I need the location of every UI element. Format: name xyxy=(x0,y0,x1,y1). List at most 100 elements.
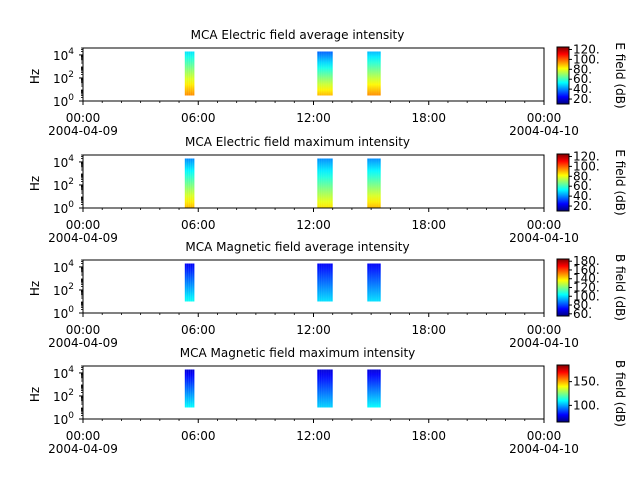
x-tick-date: 2004-04-09 xyxy=(48,336,118,350)
x-tick-date: 2004-04-09 xyxy=(48,231,118,245)
y-tick-label: 102 xyxy=(53,282,74,298)
x-tick-date: 2004-04-09 xyxy=(48,442,118,456)
colorbar xyxy=(557,154,569,211)
x-tick-time: 12:00 xyxy=(296,323,331,337)
colorbar-tick-label: 140. xyxy=(573,272,600,286)
x-tick-time: 00:00 xyxy=(66,323,101,337)
plot-frame xyxy=(82,47,545,102)
colorbar-tick-label: 120. xyxy=(573,42,600,56)
x-tick-time: 12:00 xyxy=(296,429,331,443)
x-tick-time: 00:00 xyxy=(527,429,562,443)
plot-frame xyxy=(82,154,545,209)
plot-frame xyxy=(82,259,545,314)
x-tick-time: 06:00 xyxy=(181,323,216,337)
colorbar-tick-label: 160. xyxy=(573,263,600,277)
spectrogram-panel: MCA Magnetic field maximum intensity 100 1… xyxy=(28,346,627,456)
x-tick-date: 2004-04-10 xyxy=(509,336,579,350)
y-tick-label: 104 xyxy=(53,259,74,275)
spectrogram-segment xyxy=(367,369,381,408)
panel-title: MCA Magnetic field average intensity xyxy=(185,240,409,254)
colorbar-tick-label: 120. xyxy=(573,149,600,163)
spectrogram-segment xyxy=(367,51,381,96)
colorbar-label: E field (dB) xyxy=(613,42,627,108)
colorbar-label: E field (dB) xyxy=(613,149,627,215)
x-tick-time: 12:00 xyxy=(296,111,331,125)
x-tick-date: 2004-04-10 xyxy=(509,442,579,456)
colorbar-tick-label: 150. xyxy=(573,375,600,389)
y-tick-label: 102 xyxy=(53,177,74,193)
spectrogram-panel: MCA Magnetic field average intensity 100 1… xyxy=(28,240,627,350)
x-tick-date: 2004-04-10 xyxy=(509,124,579,138)
colorbar-tick-label: 100. xyxy=(573,52,600,66)
colorbar-tick-label: 120. xyxy=(573,281,600,295)
spectrogram-segment xyxy=(184,263,195,302)
colorbar-frame xyxy=(556,46,570,105)
y-tick-label: 104 xyxy=(53,154,74,170)
x-tick-time: 00:00 xyxy=(66,218,101,232)
panel-title: MCA Magnetic field maximum intensity xyxy=(180,346,416,360)
y-tick-label: 100 xyxy=(53,200,74,216)
y-tick-label: 100 xyxy=(53,305,74,321)
colorbar-tick-label: 20. xyxy=(573,199,592,213)
colorbar-tick-label: 100. xyxy=(573,289,600,303)
spectrogram-segment xyxy=(184,51,195,96)
x-tick-time: 18:00 xyxy=(411,323,446,337)
colorbar-label: B field (dB) xyxy=(613,360,627,427)
y-axis-label: Hz xyxy=(28,281,42,296)
colorbar-tick-label: 100. xyxy=(573,159,600,173)
panel-title: MCA Electric field average intensity xyxy=(191,28,405,42)
spectrogram-panel: MCA Electric field average intensity 100 1… xyxy=(28,28,627,138)
y-tick-label: 100 xyxy=(53,411,74,427)
colorbar-tick-label: 180. xyxy=(573,254,600,268)
spectrogram-segment xyxy=(317,158,333,208)
colorbar xyxy=(557,47,569,104)
y-tick-label: 102 xyxy=(53,70,74,86)
x-tick-time: 06:00 xyxy=(181,429,216,443)
colorbar-tick-label: 80. xyxy=(573,62,592,76)
y-tick-label: 102 xyxy=(53,388,74,404)
plot-frame xyxy=(82,365,545,420)
colorbar-tick-label: 20. xyxy=(573,92,592,106)
colorbar-tick-label: 60. xyxy=(573,307,592,321)
x-tick-date: 2004-04-10 xyxy=(509,231,579,245)
spectrogram-segment xyxy=(184,369,195,408)
y-axis-label: Hz xyxy=(28,69,42,84)
x-tick-time: 00:00 xyxy=(66,429,101,443)
colorbar-tick-label: 80. xyxy=(573,298,592,312)
spectrogram-segment xyxy=(317,51,333,96)
x-tick-time: 00:00 xyxy=(527,323,562,337)
colorbar-frame xyxy=(556,364,570,423)
colorbar-label: B field (dB) xyxy=(613,254,627,321)
colorbar-tick-label: 100. xyxy=(573,398,600,412)
x-tick-time: 18:00 xyxy=(411,429,446,443)
colorbar-tick-label: 40. xyxy=(573,189,592,203)
spectrogram-segment xyxy=(367,263,381,302)
panel-title: MCA Electric field maximum intensity xyxy=(185,135,410,149)
spectrogram-panel: MCA Electric field maximum intensity 100 1… xyxy=(28,135,627,245)
x-tick-time: 00:00 xyxy=(527,218,562,232)
spectrogram-segment xyxy=(317,263,333,302)
colorbar-tick-label: 40. xyxy=(573,82,592,96)
colorbar-tick-label: 80. xyxy=(573,169,592,183)
spectrogram-segment xyxy=(184,158,195,208)
y-axis-label: Hz xyxy=(28,387,42,402)
y-tick-label: 104 xyxy=(53,365,74,381)
colorbar xyxy=(557,259,569,316)
y-tick-label: 100 xyxy=(53,93,74,109)
x-tick-time: 06:00 xyxy=(181,218,216,232)
y-axis-label: Hz xyxy=(28,176,42,191)
y-tick-label: 104 xyxy=(53,47,74,63)
x-tick-time: 18:00 xyxy=(411,218,446,232)
spectrogram-segment xyxy=(367,158,381,208)
x-tick-time: 06:00 xyxy=(181,111,216,125)
x-tick-time: 00:00 xyxy=(527,111,562,125)
colorbar-frame xyxy=(556,153,570,212)
x-tick-time: 12:00 xyxy=(296,218,331,232)
x-tick-time: 00:00 xyxy=(66,111,101,125)
x-tick-date: 2004-04-09 xyxy=(48,124,118,138)
colorbar xyxy=(557,365,569,422)
colorbar-tick-label: 60. xyxy=(573,179,592,193)
spectrogram-segment xyxy=(317,369,333,408)
x-tick-time: 18:00 xyxy=(411,111,446,125)
